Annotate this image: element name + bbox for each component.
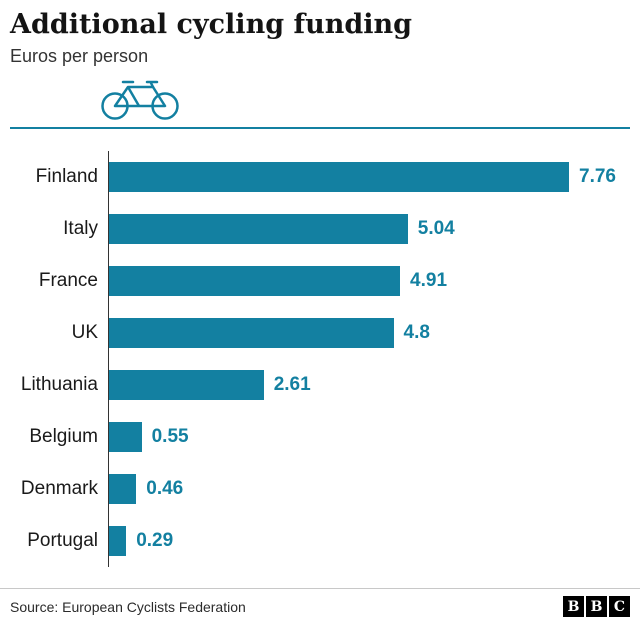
category-label: Belgium bbox=[29, 426, 98, 447]
bar-area: 4.91 bbox=[108, 255, 630, 307]
bar bbox=[109, 214, 408, 244]
value-label: 0.55 bbox=[151, 426, 189, 447]
category-label: Finland bbox=[35, 166, 98, 187]
bar-area: 0.46 bbox=[108, 463, 630, 515]
bbc-logo: B B C bbox=[563, 596, 630, 617]
bar-rows: Finland 7.76 Italy 5.04 France 4.91 UK 4.8 Lithu… bbox=[10, 151, 630, 567]
value-label: 2.61 bbox=[273, 374, 311, 395]
category-label: Lithuania bbox=[20, 374, 98, 395]
bar-area: 5.04 bbox=[108, 203, 630, 255]
bar-area: 0.29 bbox=[108, 515, 630, 567]
bar bbox=[109, 422, 142, 452]
value-label: 4.8 bbox=[403, 322, 430, 343]
footer: Source: European Cyclists Federation B B… bbox=[0, 588, 640, 624]
bicycle-icon bbox=[101, 80, 179, 120]
bbc-logo-block: B bbox=[563, 596, 584, 617]
source-text: Source: European Cyclists Federation bbox=[10, 598, 246, 615]
bar-area: 7.76 bbox=[108, 151, 630, 203]
bar bbox=[109, 162, 569, 192]
bar bbox=[109, 526, 127, 556]
bar bbox=[109, 474, 137, 504]
bar-row: Belgium 0.55 bbox=[10, 411, 630, 463]
bar-area: 4.8 bbox=[108, 307, 630, 359]
bar-row: Finland 7.76 bbox=[10, 151, 630, 203]
bar bbox=[109, 370, 264, 400]
value-label: 0.29 bbox=[136, 530, 174, 551]
bar-row: France 4.91 bbox=[10, 255, 630, 307]
value-label: 0.46 bbox=[146, 478, 184, 499]
bar-area: 0.55 bbox=[108, 411, 630, 463]
bar-area: 2.61 bbox=[108, 359, 630, 411]
value-label: 5.04 bbox=[417, 218, 455, 239]
page-title: Additional cycling funding bbox=[10, 9, 412, 40]
header-rule bbox=[10, 127, 630, 129]
chart-subtitle: Euros per person bbox=[10, 46, 149, 66]
bar-row: Italy 5.04 bbox=[10, 203, 630, 255]
bar bbox=[109, 318, 394, 348]
category-label: Portugal bbox=[27, 530, 98, 551]
bar bbox=[109, 266, 401, 296]
value-label: 4.91 bbox=[410, 270, 448, 291]
category-label: UK bbox=[71, 322, 98, 343]
bar-row: Denmark 0.46 bbox=[10, 463, 630, 515]
bbc-logo-block: C bbox=[609, 596, 630, 617]
category-label: Denmark bbox=[20, 478, 98, 499]
category-label: Italy bbox=[63, 218, 98, 239]
icon-strip bbox=[95, 73, 640, 121]
bar-row: UK 4.8 bbox=[10, 307, 630, 359]
bar-row: Lithuania 2.61 bbox=[10, 359, 630, 411]
value-label: 7.76 bbox=[579, 166, 616, 187]
bbc-logo-block: B bbox=[586, 596, 607, 617]
category-label: France bbox=[38, 270, 98, 291]
bar-row: Portugal 0.29 bbox=[10, 515, 630, 567]
